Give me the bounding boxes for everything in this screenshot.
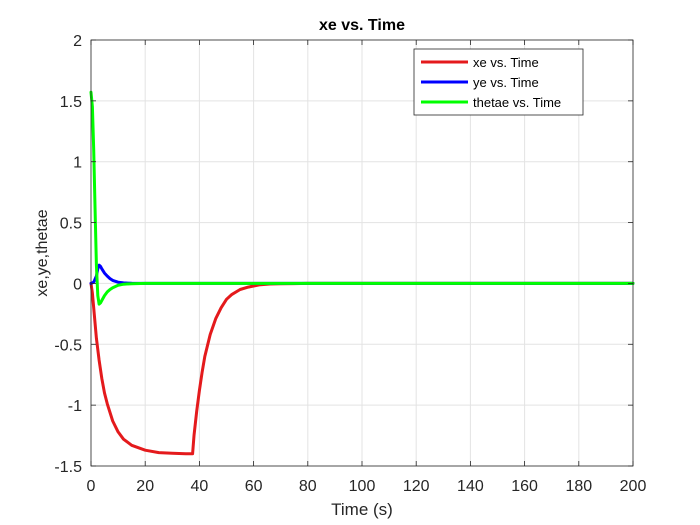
y-tick-label: 2 [73, 33, 82, 50]
y-tick-label: 0.5 [60, 216, 82, 233]
x-tick-label: 160 [511, 478, 538, 495]
y-tick-label: -1.5 [54, 459, 82, 476]
y-tick-label: 0 [73, 276, 82, 293]
x-axis-label: Time (s) [331, 500, 393, 519]
y-tick-label: 1 [73, 155, 82, 172]
x-tick-label: 40 [191, 478, 209, 495]
legend: xe vs. Time ye vs. Time thetae vs. Time [413, 48, 584, 116]
legend-label-3: thetae vs. Time [473, 95, 561, 110]
x-tick-label: 180 [565, 478, 592, 495]
legend-label-1: xe vs. Time [473, 55, 539, 70]
y-tick-label: -1 [68, 398, 82, 415]
legend-label-2: ye vs. Time [473, 75, 539, 90]
tick-labels: 0 20 40 60 80 100 120 140 160 180 200 -1.5 -1 -0.5 0 0.… [54, 33, 646, 495]
series-line-3 [89, 90, 635, 306]
x-tick-label: 20 [136, 478, 154, 495]
y-tick-label: 1.5 [60, 94, 82, 111]
x-tick-label: 80 [299, 478, 317, 495]
ticks [90, 39, 634, 467]
y-tick-label: -0.5 [54, 337, 82, 354]
x-tick-label: 100 [349, 478, 376, 495]
series-layer [89, 90, 635, 456]
x-tick-label: 120 [403, 478, 430, 495]
x-tick-label: 0 [87, 478, 96, 495]
chart-title: xe vs. Time [319, 17, 405, 34]
x-tick-label: 60 [245, 478, 263, 495]
y-axis-label: xe,ye,thetae [34, 209, 51, 296]
x-tick-label: 200 [620, 478, 647, 495]
x-tick-label: 140 [457, 478, 484, 495]
